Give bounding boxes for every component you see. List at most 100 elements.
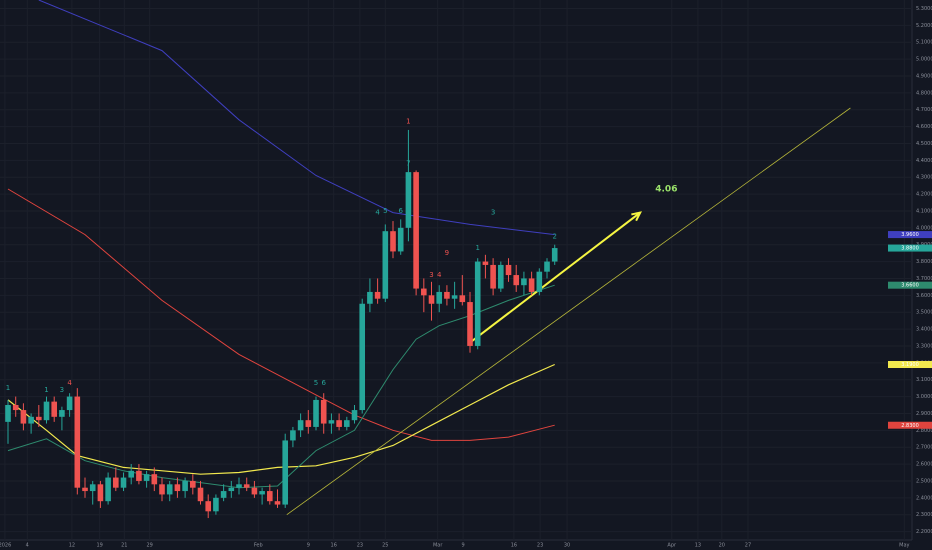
candle-body bbox=[5, 405, 11, 422]
sequence-marker: 3 bbox=[429, 271, 433, 279]
candle-body bbox=[544, 261, 550, 272]
candle-body bbox=[105, 477, 111, 502]
price-tag-label: 3.6600 bbox=[901, 283, 919, 289]
y-tick-label: 4.8000 bbox=[916, 90, 932, 96]
y-tick-label: 2.3000 bbox=[916, 512, 932, 518]
candle-body bbox=[513, 275, 520, 286]
candle-body bbox=[197, 487, 204, 502]
candle-body bbox=[490, 264, 496, 289]
sequence-marker: 4 bbox=[67, 379, 72, 387]
candle-body bbox=[166, 484, 173, 495]
y-tick-label: 4.4000 bbox=[916, 158, 932, 164]
y-tick-label: 5.3000 bbox=[916, 6, 932, 12]
candle-body bbox=[528, 278, 535, 292]
candle-body bbox=[351, 410, 358, 421]
candle-body bbox=[74, 396, 81, 488]
candle-body bbox=[498, 264, 504, 289]
candle-body bbox=[151, 474, 158, 485]
y-tick-label: 3.1000 bbox=[916, 377, 932, 383]
candle-body bbox=[444, 291, 450, 299]
candle-body bbox=[421, 288, 427, 296]
y-tick-label: 2.2000 bbox=[916, 529, 932, 535]
x-tick-label: Mar bbox=[433, 543, 443, 549]
y-tick-label: 4.5000 bbox=[916, 141, 932, 147]
x-tick-label: 27 bbox=[745, 543, 751, 549]
x-tick-label: 23 bbox=[537, 543, 543, 549]
x-tick-label: 20 bbox=[719, 543, 725, 549]
y-tick-label: 4.1000 bbox=[916, 208, 932, 214]
candle-body bbox=[359, 303, 366, 411]
candle-body bbox=[451, 295, 458, 299]
sequence-marker: 1 bbox=[44, 386, 48, 394]
candle-body bbox=[367, 291, 373, 304]
candle-body bbox=[267, 491, 273, 502]
price-tag-label: 3.1900 bbox=[901, 362, 919, 368]
candle-body bbox=[20, 410, 27, 424]
x-tick-label: 25 bbox=[382, 543, 388, 549]
candle-body bbox=[474, 261, 481, 346]
y-tick-label: 2.8000 bbox=[916, 428, 932, 434]
candle-body bbox=[282, 440, 289, 505]
overlay-line bbox=[286, 107, 851, 516]
candle-body bbox=[344, 420, 350, 427]
candle-body bbox=[536, 271, 543, 292]
candle-body bbox=[82, 487, 88, 492]
candle-body bbox=[120, 477, 127, 488]
y-tick-label: 3.5000 bbox=[916, 310, 932, 316]
price-tag bbox=[888, 421, 932, 429]
sequence-marker: 1 bbox=[475, 244, 479, 252]
sequence-marker: 1 bbox=[6, 384, 10, 392]
candle-body bbox=[328, 420, 335, 424]
candle-body bbox=[320, 399, 327, 424]
y-tick-label: 2.9000 bbox=[916, 411, 932, 417]
candle-body bbox=[397, 227, 404, 252]
candle-body bbox=[313, 399, 319, 427]
x-tick-label: 16 bbox=[511, 543, 517, 549]
x-tick-label: 9 bbox=[307, 543, 310, 549]
x-tick-label: 16 bbox=[331, 543, 337, 549]
candle-body bbox=[43, 401, 50, 421]
y-tick-label: 3.4000 bbox=[916, 327, 932, 333]
candle-body bbox=[182, 480, 188, 492]
x-tick-label: 30 bbox=[564, 543, 570, 549]
candle-body bbox=[259, 491, 265, 495]
sequence-marker: 9 bbox=[445, 249, 449, 257]
candle-body bbox=[213, 497, 219, 512]
y-tick-label: 5.1000 bbox=[916, 40, 932, 46]
candle-body bbox=[205, 501, 212, 512]
candle-body bbox=[51, 401, 58, 417]
candle-body bbox=[290, 430, 296, 441]
annotation: 4.06 bbox=[655, 185, 677, 195]
sequence-marker: 5 bbox=[383, 207, 387, 215]
x-tick-label: 21 bbox=[121, 543, 127, 549]
candle-body bbox=[521, 278, 527, 286]
x-tick-label: Apr bbox=[667, 543, 677, 549]
x-tick-label: 2026 bbox=[0, 543, 11, 549]
candle-body bbox=[374, 291, 381, 299]
candle-body bbox=[243, 484, 250, 488]
sequence-marker: 7 bbox=[406, 160, 410, 168]
y-tick-label: 2.6000 bbox=[916, 462, 932, 468]
y-tick-label: 3.0000 bbox=[916, 394, 932, 400]
candle-body bbox=[428, 295, 435, 304]
price-tag bbox=[888, 361, 932, 368]
candle-body bbox=[467, 302, 473, 346]
y-tick-label: 4.9000 bbox=[916, 73, 932, 79]
candle-body bbox=[159, 484, 165, 495]
y-tick-label: 5.2000 bbox=[916, 23, 932, 29]
candle-body bbox=[297, 420, 304, 431]
candle-body bbox=[36, 416, 42, 421]
price-tag bbox=[888, 231, 932, 239]
overlay-line bbox=[38, 0, 555, 236]
price-tag-label: 3.8800 bbox=[901, 246, 919, 252]
candle-body bbox=[28, 416, 34, 424]
sequence-marker: 1 bbox=[406, 118, 410, 126]
candle-body bbox=[59, 410, 65, 417]
x-tick-label: 12 bbox=[69, 543, 75, 549]
x-tick-label: 9 bbox=[461, 543, 464, 549]
sequence-marker: 6 bbox=[321, 379, 326, 387]
sequence-marker: 5 bbox=[314, 379, 318, 387]
y-tick-label: 4.6000 bbox=[916, 124, 932, 130]
